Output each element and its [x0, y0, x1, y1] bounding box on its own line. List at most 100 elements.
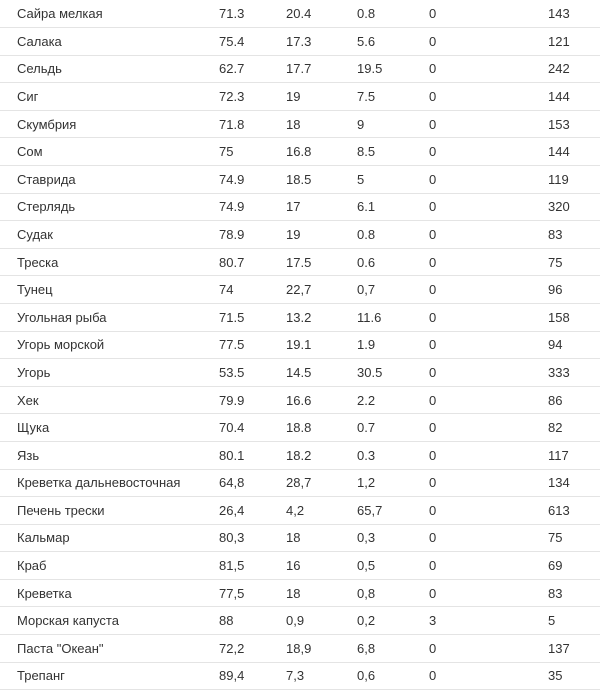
- carbs-cell: 0: [429, 585, 437, 601]
- fat-cell: 0,5: [357, 558, 376, 574]
- kcal-cell: 86: [548, 392, 563, 408]
- table-row: Угольная рыба 71.5 13.2 11.6 0 158: [0, 304, 600, 332]
- kcal-cell: 35: [548, 668, 563, 684]
- kcal-cell: 69: [548, 558, 563, 574]
- water-cell: 71.8: [219, 116, 245, 132]
- protein-cell: 17.3: [286, 33, 312, 49]
- fat-cell: 0.7: [357, 420, 376, 436]
- carbs-cell: 0: [429, 171, 437, 187]
- protein-cell: 14.5: [286, 364, 312, 380]
- carbs-cell: 0: [429, 282, 437, 298]
- kcal-cell: 143: [548, 6, 570, 21]
- product-name-cell: Судак: [17, 226, 53, 242]
- fat-cell: 7.5: [357, 88, 376, 104]
- kcal-cell: 119: [548, 171, 569, 187]
- product-name-cell: Креветка дальневосточная: [17, 475, 181, 491]
- table-row: Хек 79.9 16.6 2.2 0 86: [0, 387, 600, 415]
- kcal-cell: 613: [548, 502, 570, 518]
- carbs-cell: 0: [429, 364, 437, 380]
- product-name-cell: Печень трески: [17, 502, 105, 518]
- water-cell: 89,4: [219, 668, 245, 684]
- kcal-cell: 117: [548, 447, 569, 463]
- table-row: Треска 80.7 17.5 0.6 0 75: [0, 249, 600, 277]
- table-row: Скумбрия 71.8 18 9 0 153: [0, 111, 600, 139]
- fat-cell: 1,2: [357, 475, 376, 491]
- product-name-cell: Трепанг: [17, 668, 65, 684]
- protein-cell: 19: [286, 88, 301, 104]
- product-name-cell: Сиг: [17, 88, 39, 104]
- carbs-cell: 0: [429, 640, 437, 656]
- table-row: Угорь морской 77.5 19.1 1.9 0 94: [0, 332, 600, 360]
- table-row: Судак 78.9 19 0.8 0 83: [0, 221, 600, 249]
- product-name-cell: Угорь морской: [17, 337, 105, 353]
- fat-cell: 5.6: [357, 33, 376, 49]
- protein-cell: 0,9: [286, 613, 305, 629]
- product-name-cell: Кальмар: [17, 530, 70, 546]
- fat-cell: 9: [357, 116, 365, 132]
- kcal-cell: 75: [548, 530, 563, 546]
- product-name-cell: Морская капуста: [17, 613, 119, 629]
- kcal-cell: 153: [548, 116, 570, 132]
- protein-cell: 17.7: [286, 61, 312, 77]
- protein-cell: 19.1: [286, 337, 312, 353]
- carbs-cell: 3: [429, 613, 437, 629]
- fat-cell: 0.8: [357, 6, 376, 21]
- fat-cell: 65,7: [357, 502, 383, 518]
- product-name-cell: Сельдь: [17, 61, 62, 77]
- carbs-cell: 0: [429, 33, 437, 49]
- table-row: Креветка 77,5 18 0,8 0 83: [0, 580, 600, 608]
- product-name-cell: Краб: [17, 558, 47, 574]
- carbs-cell: 0: [429, 420, 437, 436]
- kcal-cell: 144: [548, 144, 570, 160]
- fat-cell: 11.6: [357, 309, 382, 325]
- product-name-cell: Язь: [17, 447, 40, 463]
- protein-cell: 16.6: [286, 392, 312, 408]
- carbs-cell: 0: [429, 226, 437, 242]
- kcal-cell: 333: [548, 364, 570, 380]
- kcal-cell: 83: [548, 226, 563, 242]
- protein-cell: 19: [286, 226, 301, 242]
- kcal-cell: 96: [548, 282, 563, 298]
- carbs-cell: 0: [429, 502, 437, 518]
- protein-cell: 17.5: [286, 254, 312, 270]
- kcal-cell: 82: [548, 420, 563, 436]
- protein-cell: 22,7: [286, 282, 312, 298]
- product-name-cell: Паста "Океан": [17, 640, 104, 656]
- table-row: Салака 75.4 17.3 5.6 0 121: [0, 28, 600, 56]
- carbs-cell: 0: [429, 116, 437, 132]
- kcal-cell: 75: [548, 254, 563, 270]
- kcal-cell: 242: [548, 61, 570, 77]
- carbs-cell: 0: [429, 144, 437, 160]
- water-cell: 80,3: [219, 530, 245, 546]
- table-row: Сом 75 16.8 8.5 0 144: [0, 138, 600, 166]
- fat-cell: 0,7: [357, 282, 376, 298]
- water-cell: 77.5: [219, 337, 245, 353]
- fat-cell: 0,2: [357, 613, 376, 629]
- protein-cell: 7,3: [286, 668, 305, 684]
- table-row: Угорь 53.5 14.5 30.5 0 333: [0, 359, 600, 387]
- protein-cell: 28,7: [286, 475, 312, 491]
- water-cell: 71.5: [219, 309, 245, 325]
- water-cell: 74: [219, 282, 234, 298]
- table-row: Сайра мелкая 71.3 20.4 0.8 0 143: [0, 0, 600, 28]
- water-cell: 74.9: [219, 171, 245, 187]
- product-name-cell: Скумбрия: [17, 116, 77, 132]
- product-name-cell: Треска: [17, 254, 59, 270]
- water-cell: 74.9: [219, 199, 245, 215]
- product-name-cell: Тунец: [17, 282, 53, 298]
- water-cell: 77,5: [219, 585, 245, 601]
- kcal-cell: 134: [548, 475, 570, 491]
- carbs-cell: 0: [429, 337, 437, 353]
- protein-cell: 18: [286, 585, 301, 601]
- table-row: Сиг 72.3 19 7.5 0 144: [0, 83, 600, 111]
- table-row: Креветка дальневосточная 64,8 28,7 1,2 0 134: [0, 470, 600, 498]
- product-name-cell: Хек: [17, 392, 39, 408]
- product-name-cell: Стерлядь: [17, 199, 76, 215]
- carbs-cell: 0: [429, 6, 437, 21]
- protein-cell: 18.8: [286, 420, 312, 436]
- table-row: Печень трески 26,4 4,2 65,7 0 613: [0, 497, 600, 525]
- carbs-cell: 0: [429, 88, 437, 104]
- water-cell: 78.9: [219, 226, 245, 242]
- protein-cell: 13.2: [286, 309, 312, 325]
- fat-cell: 6,8: [357, 640, 376, 656]
